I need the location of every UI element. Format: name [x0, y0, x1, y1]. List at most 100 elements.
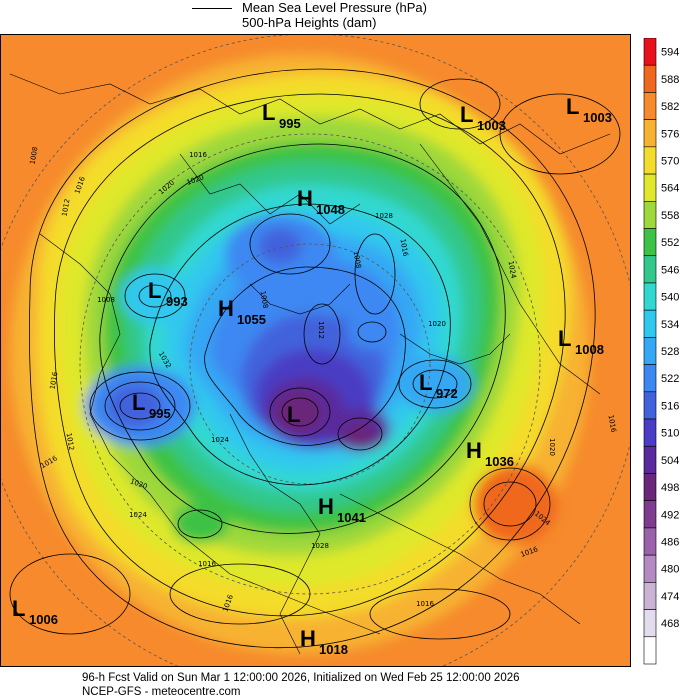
isobar-label: 1008 — [258, 290, 269, 309]
colorbar-label: 528 — [661, 346, 679, 358]
height-fill-layer — [0, 34, 631, 667]
pressure-center: L 1003 — [566, 94, 612, 125]
center-letter: L — [460, 102, 473, 127]
isobar-label: 1008 — [29, 146, 40, 165]
center-letter: H — [297, 186, 313, 211]
center-value: 995 — [279, 116, 301, 131]
center-letter: L — [558, 326, 571, 351]
center-value: 995 — [149, 406, 171, 421]
colorbar-swatch — [643, 527, 657, 556]
mslp-legend-line — [192, 8, 232, 9]
center-letter: H — [466, 438, 482, 463]
colorbar-swatch — [643, 64, 657, 93]
center-value: 1006 — [29, 612, 58, 627]
colorbar-swatch — [643, 337, 657, 365]
colorbar-swatch — [643, 445, 657, 474]
center-letter: L — [419, 370, 432, 395]
pressure-center: L 1003 — [460, 102, 506, 133]
colorbar-label: 576 — [661, 128, 679, 140]
colorbar-label: 582 — [661, 101, 679, 113]
forecast-valid-text: 96-h Fcst Valid on Sun Mar 1 12:00:00 20… — [82, 672, 520, 684]
colorbar-swatch — [643, 119, 657, 148]
center-letter: L — [148, 278, 161, 303]
isobar-label: 1016 — [198, 560, 216, 568]
height-colorbar: 594 588 582 576 570 564 558 552 546 540 534 528 522 5… — [643, 38, 679, 665]
pressure-centers: L 995 L 1003 L 1003 H 1048 L 993 H 1055 … — [12, 94, 612, 657]
pressure-center: L — [287, 402, 300, 427]
colorbar-label: 468 — [661, 618, 679, 630]
isobar-label: 1020 — [548, 438, 556, 456]
figure-header: Mean Sea Level Pressure (hPa) 500-hPa He… — [0, 0, 681, 34]
source-credit-text: NCEP-GFS - meteocentre.com — [82, 686, 241, 698]
colorbar-swatch — [643, 201, 657, 229]
isobar-label: 1012 — [64, 432, 75, 451]
colorbar-label: 480 — [661, 564, 679, 576]
colorbar-swatch — [643, 500, 657, 529]
pressure-center: H 1048 — [297, 186, 345, 217]
colorbar-swatch — [643, 391, 657, 420]
colorbar-label: 474 — [661, 591, 679, 603]
isobar-label: 1024 — [129, 511, 147, 519]
isobar-label: 1012 — [61, 198, 72, 217]
isobar-label: 1016 — [49, 371, 60, 390]
isobar-label: 1008 — [351, 250, 362, 269]
pressure-center: H 1036 — [466, 438, 514, 469]
pressure-center: L 993 — [148, 278, 188, 309]
colorbar-label: 510 — [661, 428, 679, 440]
colorbar-swatch — [643, 309, 657, 338]
colorbar-swatch — [643, 146, 657, 175]
center-value: 993 — [166, 294, 188, 309]
colorbar-swatch — [643, 38, 657, 66]
colorbar-swatch — [643, 636, 657, 665]
center-value: 1003 — [477, 118, 506, 133]
colorbar-swatch — [643, 554, 657, 583]
pressure-center: L 995 — [262, 100, 301, 131]
center-value: 972 — [436, 386, 458, 401]
colorbar-label: 522 — [661, 373, 679, 385]
colorbar-label: 546 — [661, 264, 679, 276]
center-value: 1048 — [316, 202, 345, 217]
colorbar-label: 486 — [661, 537, 679, 549]
isobar-label: 1020 — [428, 320, 446, 328]
isobar-label: 1008 — [97, 296, 115, 304]
colorbar-label: 570 — [661, 155, 679, 167]
center-letter: L — [287, 402, 300, 427]
isobar-label: 1016 — [416, 600, 434, 608]
pressure-center: H 1055 — [218, 296, 266, 327]
colorbar-label: 534 — [661, 319, 679, 331]
center-value: 1003 — [583, 110, 612, 125]
colorbar-swatch — [643, 228, 657, 257]
center-value: 1041 — [337, 510, 366, 525]
colorbar-label: 564 — [661, 183, 679, 195]
pressure-center: L 972 — [419, 370, 458, 401]
isobar-label: 1024 — [211, 436, 229, 444]
isobar-label: 1024 — [506, 260, 517, 279]
figure-footer: 96-h Fcst Valid on Sun Mar 1 12:00:00 20… — [0, 672, 681, 700]
isobar-label: 1028 — [375, 212, 393, 220]
coastlines — [9, 73, 611, 655]
center-letter: L — [12, 596, 25, 621]
weather-map: 1008 1012 1016 1020 1008 1016 1012 1016 … — [0, 34, 631, 667]
pressure-center: L 1006 — [12, 596, 58, 627]
colorbar-swatch — [643, 282, 657, 311]
center-letter: L — [132, 390, 145, 415]
colorbar-label: 516 — [661, 400, 679, 412]
center-letter: H — [300, 626, 316, 651]
center-letter: L — [566, 94, 579, 119]
pressure-center: L 995 — [132, 390, 171, 421]
colorbar-swatch — [643, 582, 657, 610]
center-value: 1008 — [575, 342, 604, 357]
isobar-label: 1016 — [606, 414, 617, 433]
colorbar-swatch — [643, 609, 657, 638]
colorbar-swatch — [643, 173, 657, 202]
heights-legend-label: 500-hPa Heights (dam) — [242, 15, 377, 30]
center-value: 1036 — [485, 454, 514, 469]
center-value: 1055 — [237, 312, 266, 327]
colorbar-label: 540 — [661, 292, 679, 304]
colorbar-label: 504 — [661, 455, 679, 467]
center-letter: L — [262, 100, 275, 125]
colorbar-swatch — [643, 92, 657, 120]
pressure-center: H 1018 — [300, 626, 348, 657]
isobar-label: 1028 — [311, 542, 329, 550]
colorbar-label: 498 — [661, 482, 679, 494]
